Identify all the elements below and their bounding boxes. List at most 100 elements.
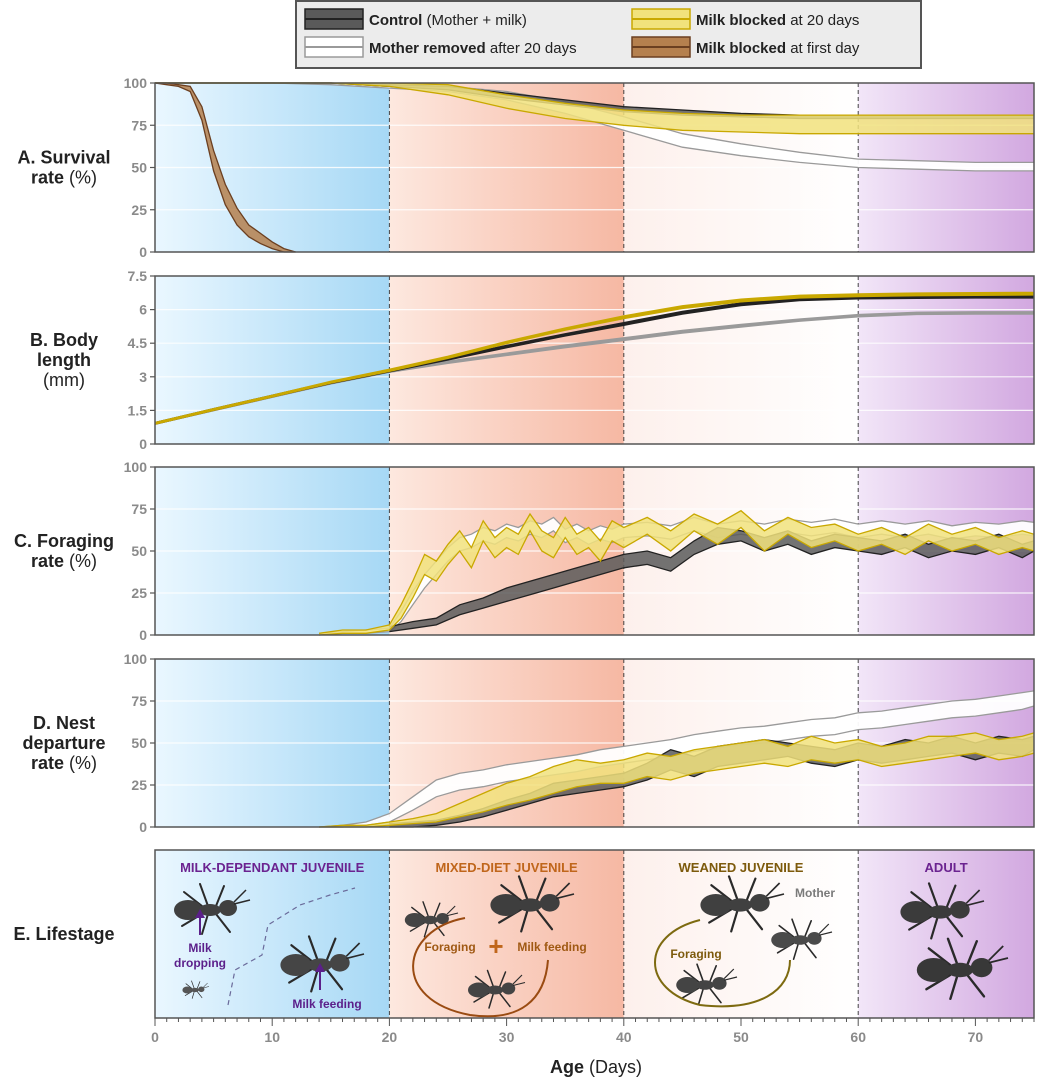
panel-label-line: rate (%) bbox=[31, 753, 97, 773]
panel-label-A: A. Survival rate (%) bbox=[17, 148, 110, 188]
ant-icon bbox=[700, 875, 785, 933]
ant-leg bbox=[945, 884, 957, 909]
ant-antenna bbox=[723, 968, 735, 980]
ant-gaster bbox=[182, 986, 193, 994]
ant-leg bbox=[215, 885, 225, 907]
panel-label-bold: departure bbox=[22, 733, 105, 753]
ant-gaster bbox=[404, 913, 425, 927]
ant-thorax bbox=[191, 987, 199, 993]
ant-icon bbox=[916, 937, 1009, 1001]
ant-thorax bbox=[946, 962, 974, 978]
ant-leg bbox=[930, 915, 939, 940]
ant-leg bbox=[710, 884, 733, 902]
x-axis: 0 10 20 30 40 50 60 70 bbox=[151, 1018, 1035, 1045]
ant-antenna bbox=[765, 882, 781, 897]
band-blocked20 bbox=[319, 732, 1035, 827]
panel-label-line: rate (%) bbox=[31, 168, 97, 188]
ant-leg bbox=[423, 922, 430, 938]
ant-leg bbox=[683, 969, 700, 983]
panel-label-D: D. Nest departure rate (%) bbox=[22, 713, 105, 773]
panel-label-line: B. Body bbox=[30, 330, 98, 350]
ant-leg bbox=[517, 875, 529, 902]
upper-edge-blocked1 bbox=[155, 82, 296, 253]
legend-entry-blocked20: Milk blocked at 20 days bbox=[631, 8, 859, 30]
panel-label-bold: rate bbox=[31, 753, 64, 773]
arrow-head bbox=[315, 963, 325, 972]
ant-leg bbox=[191, 980, 195, 989]
annotation-milk-feeding-2: Milk feeding bbox=[517, 940, 586, 954]
legend-label-bold: Control bbox=[369, 12, 422, 29]
upper-edge-blocked20 bbox=[319, 732, 1035, 828]
ant-antenna bbox=[724, 976, 738, 981]
ant-thorax bbox=[727, 898, 753, 912]
stage-label: WEANED JUVENILE bbox=[679, 860, 804, 875]
loop-arrow bbox=[412, 917, 549, 1018]
ant-thorax bbox=[696, 980, 714, 990]
ant-leg bbox=[535, 877, 547, 902]
stage-background bbox=[389, 276, 624, 444]
panel-label-line: A. Survival bbox=[17, 148, 110, 168]
ant-antenna bbox=[346, 953, 365, 960]
y-tick-label: 0 bbox=[139, 244, 147, 260]
ant-leg bbox=[500, 884, 523, 902]
ant-head bbox=[749, 894, 770, 912]
panel-frame bbox=[154, 849, 1035, 1019]
ant-leg bbox=[949, 973, 959, 1001]
stage-background bbox=[858, 850, 1034, 1018]
ant-head bbox=[712, 977, 727, 990]
band-removed bbox=[319, 517, 1035, 635]
panel-label-rest: (mm) bbox=[43, 370, 85, 390]
ant-head bbox=[539, 894, 560, 912]
upper-edge-blocked20 bbox=[319, 509, 1035, 634]
legend-box bbox=[295, 0, 922, 69]
panel-label-rest: (%) bbox=[64, 551, 97, 571]
band-removed bbox=[319, 690, 1035, 827]
panel-D: 0 25 50 75 100 D. Nest departure rate (%) bbox=[22, 651, 1035, 835]
annotation-line: Milk bbox=[188, 941, 212, 955]
lower-edge-blocked1 bbox=[154, 82, 296, 253]
ant-leg bbox=[474, 975, 490, 988]
dashed-path bbox=[227, 887, 356, 1006]
ant-leg bbox=[290, 944, 313, 962]
panel-label-bold: B. Body bbox=[30, 330, 98, 350]
ant-antenna bbox=[818, 923, 830, 935]
series-blocked1 bbox=[154, 82, 296, 253]
ant-head bbox=[436, 913, 449, 925]
x-tick-label: 70 bbox=[968, 1029, 984, 1045]
ant-antenna bbox=[446, 912, 459, 917]
panel-label-line: (mm) bbox=[43, 370, 85, 390]
legend-entry-control: Control (Mother + milk) bbox=[304, 8, 527, 30]
y-tick-label: 0 bbox=[139, 436, 147, 452]
ant-leg bbox=[791, 918, 800, 938]
panel-label-bold: A. Survival bbox=[17, 148, 110, 168]
ant-gaster bbox=[468, 982, 489, 998]
ant-antenna bbox=[446, 905, 456, 915]
ant-leg bbox=[422, 901, 430, 918]
ant-icon bbox=[404, 901, 459, 938]
panel-label-B: B. Body length (mm) bbox=[30, 330, 98, 390]
y-tick-label: 25 bbox=[131, 202, 147, 218]
ant-antenna bbox=[203, 982, 208, 988]
ant-head bbox=[198, 986, 205, 993]
ant-icon bbox=[280, 935, 365, 993]
band-blocked20 bbox=[319, 510, 1035, 635]
ant-head bbox=[219, 900, 237, 916]
ant-antenna bbox=[203, 986, 210, 989]
ant-antenna bbox=[233, 899, 251, 905]
ant-leg bbox=[927, 882, 939, 909]
ant-antenna bbox=[345, 942, 361, 957]
legend-label-rest: at first day bbox=[786, 40, 860, 57]
ant-leg bbox=[310, 968, 319, 993]
series-blocked20 bbox=[319, 509, 1035, 636]
panel-label-bold: C. Foraging bbox=[14, 531, 114, 551]
ant-antenna bbox=[988, 945, 1004, 962]
y-tick-label: 1.5 bbox=[128, 402, 148, 418]
y-tick-label: 4.5 bbox=[128, 335, 148, 351]
x-tick-label: 20 bbox=[382, 1029, 398, 1045]
ant-icon bbox=[771, 918, 833, 961]
legend-label-bold: Milk blocked bbox=[696, 12, 786, 29]
annotation-milk-feeding: Milk feeding bbox=[292, 997, 361, 1011]
series-blocked20 bbox=[154, 291, 1035, 425]
ant-icon bbox=[490, 875, 575, 933]
